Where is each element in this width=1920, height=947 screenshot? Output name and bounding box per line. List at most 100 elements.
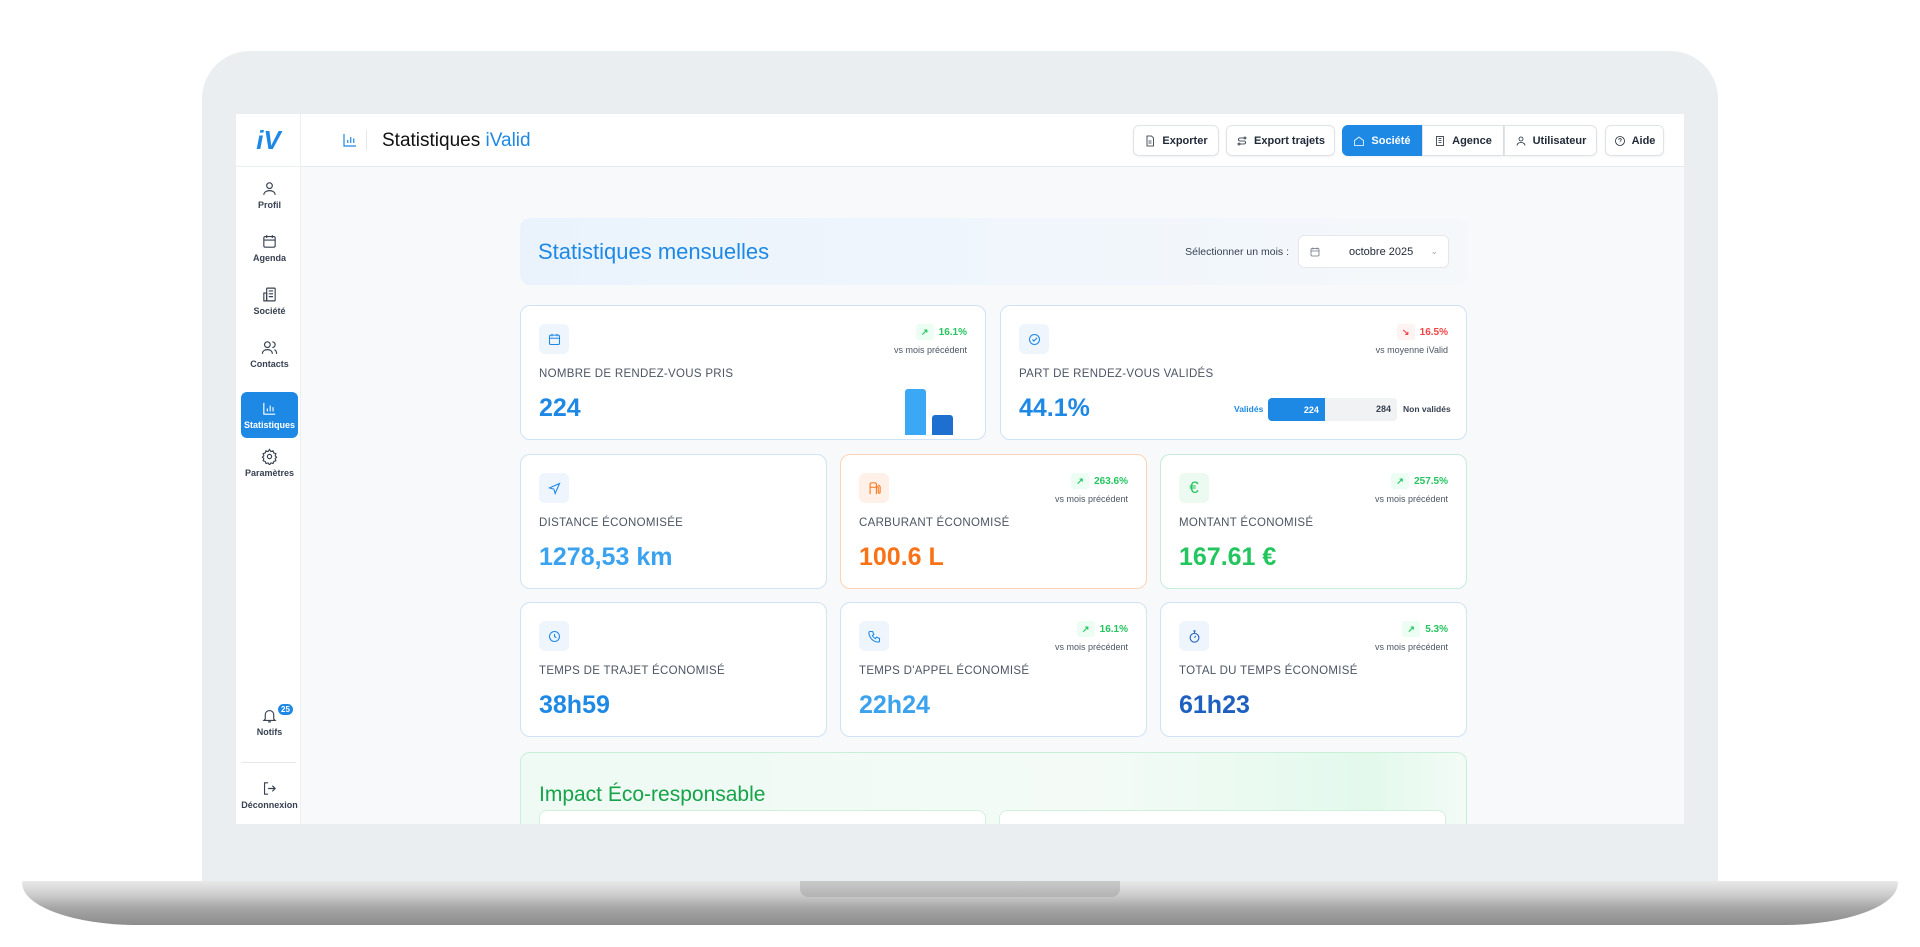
export-button[interactable]: Exporter [1133, 125, 1219, 156]
section-title: Statistiques mensuelles [538, 239, 770, 264]
sidebar-item-agenda[interactable]: Agenda [241, 225, 298, 271]
sidebar-item-contacts[interactable]: Contacts [241, 331, 298, 377]
card-value: 167.61 € [1179, 543, 1277, 571]
navigation-icon [539, 473, 569, 503]
card-value: 61h23 [1179, 691, 1250, 719]
sidebar: iV Profil Agenda Société Contacts Statis… [236, 114, 301, 824]
trend-caption: vs mois précédent [1374, 642, 1448, 652]
trend-value: 263.6% [1094, 475, 1128, 487]
card-total-time: ↗ 5.3% vs mois précédent TOTAL DU TEMPS É… [1160, 602, 1467, 737]
trend-badge: ↗ 257.5% [1391, 473, 1448, 489]
month-select-label: Sélectionner un mois : [1185, 246, 1289, 258]
calendar-icon [1310, 247, 1320, 256]
trend-up-icon: ↗ [915, 324, 934, 340]
stopwatch-icon [1179, 621, 1209, 651]
header-divider [366, 130, 367, 150]
clock-icon [539, 621, 569, 651]
user-icon [1516, 136, 1525, 146]
trend-up-icon: ↗ [1391, 473, 1410, 489]
scope-label: Utilisateur [1532, 134, 1587, 147]
card-call-time: ↗ 16.1% vs mois précédent TEMPS D'APPEL É… [840, 602, 1147, 737]
card-label: PART DE RENDEZ-VOUS VALIDÉS [1019, 368, 1214, 380]
card-value: 1278,53 km [539, 543, 673, 571]
sidebar-item-label: Paramètres [244, 468, 295, 478]
validated-fill: 224 [1268, 398, 1325, 421]
card-amount: € ↗ 257.5% vs mois précédent MONTANT ÉCON… [1160, 454, 1467, 589]
sidebar-item-label: Société [253, 306, 286, 316]
validation-bar: 224 284 [1268, 398, 1397, 421]
page-title-accent: iValid [485, 130, 531, 151]
eco-impact-panel: Impact Éco-responsable [520, 752, 1467, 824]
export-trips-button[interactable]: Export trajets [1226, 125, 1335, 156]
trend-badge: ↗ 16.1% [915, 324, 967, 340]
validated-count: 224 [1303, 404, 1319, 415]
card-fuel: ↗ 263.6% vs mois précédent CARBURANT ÉCON… [840, 454, 1147, 589]
sidebar-item-statistiques[interactable]: Statistiques [241, 392, 298, 438]
bar-chart-icon [343, 134, 356, 147]
trend-up-icon: ↗ [1071, 473, 1090, 489]
euro-icon: € [1179, 473, 1209, 503]
gear-icon [261, 448, 278, 465]
scope-tab-societe[interactable]: Société [1342, 125, 1422, 156]
trend-caption: vs moyenne iValid [1375, 345, 1448, 355]
notification-count-badge: 25 [277, 703, 294, 716]
card-label: TOTAL DU TEMPS ÉCONOMISÉ [1179, 665, 1358, 677]
trend-value: 16.5% [1419, 326, 1448, 338]
logout-icon [263, 782, 276, 795]
trend-caption: vs mois précédent [1054, 642, 1128, 652]
not-validated-legend: Non validés [1403, 404, 1451, 414]
trend-value: 16.1% [1099, 623, 1128, 635]
trend-value: 5.3% [1425, 623, 1448, 635]
check-circle-icon [1019, 324, 1049, 354]
page-title-main: Statistiques [382, 130, 481, 151]
card-appointments: ↗ 16.1% vs mois précédent NOMBRE DE RENDE… [520, 305, 986, 440]
sidebar-item-label: Statistiques [243, 420, 295, 430]
sidebar-item-label: Notifs [256, 727, 283, 737]
app-screen: iV Profil Agenda Société Contacts Statis… [236, 114, 1684, 824]
export-label: Exporter [1162, 134, 1208, 147]
users-icon [261, 341, 278, 354]
card-label: DISTANCE ÉCONOMISÉE [539, 517, 684, 529]
trend-down-icon: ↘ [1396, 324, 1415, 340]
building-icon [263, 287, 276, 302]
scope-tab-agence[interactable]: Agence [1422, 125, 1504, 156]
sidebar-divider [241, 762, 296, 763]
card-label: MONTANT ÉCONOMISÉ [1179, 517, 1314, 529]
sidebar-item-label: Profil [257, 200, 281, 210]
sidebar-item-parametres[interactable]: Paramètres [241, 440, 298, 486]
trend-caption: vs mois précédent [1374, 494, 1448, 504]
not-validated-count: 284 [1375, 404, 1391, 414]
bar-chart-icon [263, 402, 276, 415]
trend-badge: ↗ 5.3% [1402, 621, 1448, 637]
card-label: NOMBRE DE RENDEZ-VOUS PRIS [539, 368, 734, 380]
help-circle-icon [1614, 135, 1625, 146]
phone-icon [859, 621, 889, 651]
card-distance: DISTANCE ÉCONOMISÉE 1278,53 km [520, 454, 827, 589]
validated-legend: Validés [1234, 404, 1264, 414]
scope-label: Agence [1452, 134, 1492, 147]
top-header: Statistiques iValid Exporter Export traj… [301, 114, 1684, 167]
current-month-bar [905, 389, 926, 435]
previous-month-bar [932, 415, 953, 435]
month-select-value: octobre 2025 [1349, 245, 1414, 258]
card-validated: ↘ 16.5% vs moyenne iValid PART DE RENDEZ-… [1000, 305, 1467, 440]
app-logo[interactable]: iV [236, 114, 301, 167]
calendar-icon [263, 235, 276, 248]
card-trip-time: TEMPS DE TRAJET ÉCONOMISÉ 38h59 [520, 602, 827, 737]
logout-button[interactable]: Déconnexion [241, 772, 298, 818]
help-label: Aide [1631, 134, 1656, 147]
card-label: CARBURANT ÉCONOMISÉ [859, 517, 1010, 529]
month-select[interactable]: octobre 2025 ⌄ [1298, 235, 1449, 268]
chevron-down-icon: ⌄ [1430, 246, 1438, 256]
sidebar-item-notifs[interactable]: 25 Notifs [241, 699, 298, 745]
scope-tab-utilisateur[interactable]: Utilisateur [1504, 125, 1597, 156]
sidebar-item-profil[interactable]: Profil [241, 172, 298, 218]
trend-up-icon: ↗ [1076, 621, 1095, 637]
route-icon [1237, 136, 1247, 145]
help-button[interactable]: Aide [1605, 125, 1664, 156]
building-icon [1436, 135, 1445, 146]
trend-badge: ↘ 16.5% [1396, 324, 1448, 340]
sidebar-item-societe[interactable]: Société [241, 278, 298, 324]
sidebar-item-label: Agenda [252, 253, 286, 263]
trend-badge: ↗ 263.6% [1071, 473, 1128, 489]
